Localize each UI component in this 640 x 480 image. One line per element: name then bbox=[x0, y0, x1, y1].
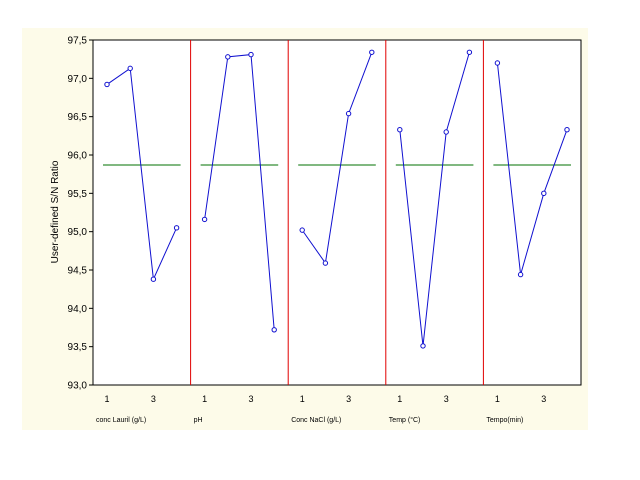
factor-label: Conc NaCl (g/L) bbox=[291, 417, 341, 424]
x-tick-label: 3 bbox=[444, 394, 449, 404]
y-tick-label: 93,0 bbox=[68, 381, 88, 392]
data-point bbox=[397, 127, 403, 133]
data-point bbox=[322, 260, 329, 266]
y-tick-label: 96,0 bbox=[68, 151, 88, 162]
y-axis: 97,5 97,0 96,5 96,0 95,5 95,0 94,5 94,0 93,5 93,0 bbox=[68, 36, 93, 392]
data-point bbox=[127, 65, 133, 72]
data-point bbox=[173, 225, 180, 231]
factor-label: Tempo(min) bbox=[486, 417, 523, 424]
data-point bbox=[345, 110, 352, 117]
data-point bbox=[299, 227, 305, 233]
y-tick-label: 97,0 bbox=[68, 74, 88, 85]
x-tick-label: 3 bbox=[541, 394, 546, 404]
y-tick-label: 97,5 bbox=[68, 36, 88, 47]
factor-series-line bbox=[399, 52, 470, 346]
y-axis-label: User-defined S/N Ratio bbox=[50, 160, 61, 263]
factor-label: pH bbox=[194, 417, 203, 424]
data-point bbox=[564, 127, 570, 133]
y-tick-label: 96,5 bbox=[68, 112, 88, 123]
data-point bbox=[271, 327, 277, 333]
y-tick-label: 94,0 bbox=[68, 304, 88, 315]
data-point bbox=[420, 343, 426, 349]
factor-series-line bbox=[106, 67, 178, 282]
data-point bbox=[369, 49, 375, 55]
x-tick-label: 1 bbox=[202, 394, 207, 404]
x-tick-label: 1 bbox=[104, 394, 109, 404]
x-tick-label: 1 bbox=[300, 394, 305, 404]
data-point bbox=[225, 54, 231, 60]
x-tick-label: 3 bbox=[346, 394, 351, 404]
x-axis: 1 3 conc Lauril (g/L) 1 3 pH 1 3 Conc NaCl (g/L)… bbox=[96, 394, 546, 424]
y-tick-label: 94,5 bbox=[68, 266, 88, 277]
data-point bbox=[466, 49, 473, 55]
data-point bbox=[443, 129, 449, 135]
plot-area bbox=[92, 39, 582, 386]
factor-label: Temp (°C) bbox=[389, 416, 421, 424]
data-point bbox=[248, 51, 254, 58]
data-point bbox=[541, 190, 547, 197]
data-point bbox=[494, 60, 501, 66]
data-point bbox=[104, 81, 110, 88]
y-tick-label: 95,0 bbox=[68, 227, 88, 238]
factor-series-line bbox=[496, 62, 568, 275]
x-tick-label: 3 bbox=[248, 394, 253, 404]
factor-series-line bbox=[301, 52, 373, 265]
data-point bbox=[150, 276, 157, 282]
data-point bbox=[201, 216, 208, 223]
data-point bbox=[517, 271, 524, 278]
factor-series-line bbox=[204, 54, 275, 330]
x-tick-label: 1 bbox=[495, 394, 500, 404]
series-layer bbox=[104, 49, 570, 349]
x-tick-label: 1 bbox=[397, 394, 402, 404]
y-tick-label: 93,5 bbox=[68, 342, 88, 353]
x-tick-label: 3 bbox=[151, 394, 156, 404]
y-tick-label: 95,5 bbox=[68, 189, 88, 200]
separator-layer bbox=[190, 40, 484, 385]
factor-label: conc Lauril (g/L) bbox=[96, 417, 146, 424]
